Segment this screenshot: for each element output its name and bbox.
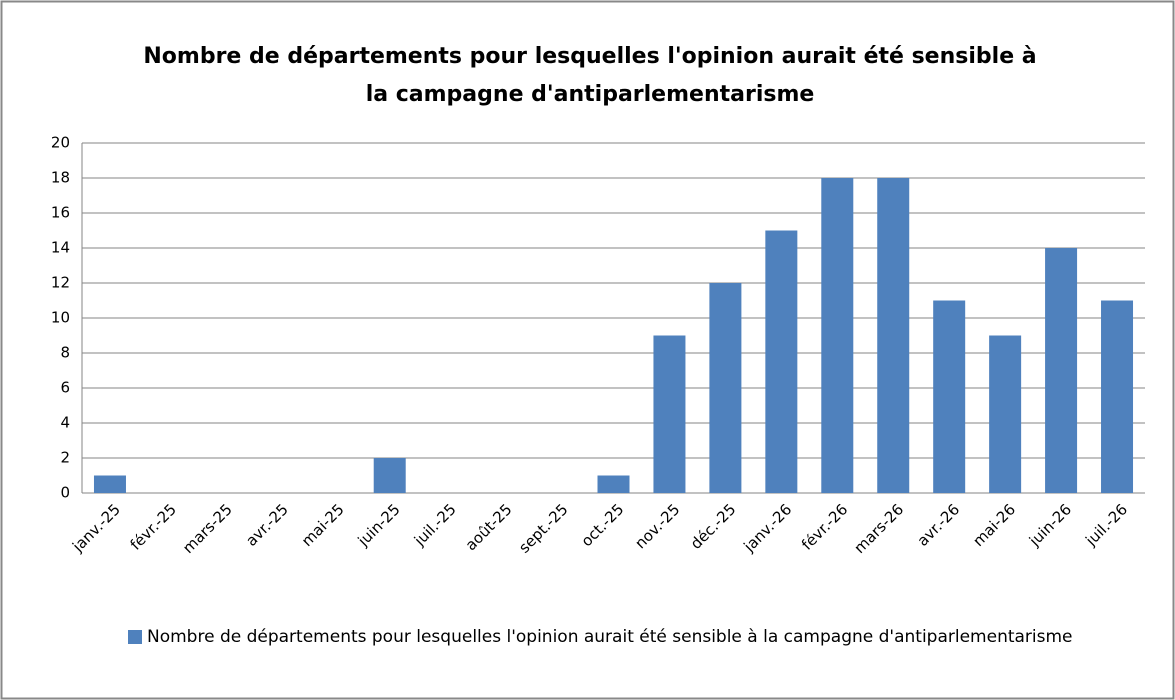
bar (597, 475, 630, 493)
x-tick-label: juin-25 (354, 500, 404, 550)
x-tick-label: juil.-26 (1081, 500, 1131, 550)
x-tick-label: sept.-25 (515, 500, 571, 556)
x-tick-label: nov.-25 (631, 500, 683, 552)
x-tick-label: avr.-26 (914, 500, 964, 550)
x-tick-label: mai-26 (969, 500, 1019, 550)
x-tick-label: mars-26 (850, 500, 907, 557)
bar (765, 230, 798, 493)
y-tick-label: 4 (60, 414, 70, 432)
bar (877, 178, 910, 493)
y-tick-label: 20 (51, 134, 70, 152)
y-tick-label: 10 (51, 309, 70, 327)
y-tick-label: 16 (51, 204, 70, 222)
y-tick-label: 6 (60, 379, 70, 397)
bar (373, 458, 406, 493)
bar (989, 335, 1022, 493)
legend-swatch (128, 630, 142, 644)
bar (933, 300, 966, 493)
x-tick-label: déc.-25 (687, 500, 740, 553)
y-tick-label: 12 (51, 274, 70, 292)
y-tick-label: 18 (51, 169, 70, 187)
y-tick-label: 8 (60, 344, 70, 362)
x-tick-label: oct.-25 (578, 500, 628, 550)
bar (1045, 248, 1078, 493)
legend: Nombre de départements pour lesquelles l… (128, 622, 1108, 652)
x-tick-label: janv.-25 (68, 500, 124, 556)
x-tick-label: juil.-25 (410, 500, 460, 550)
x-tick-label: févr.-25 (127, 500, 180, 553)
y-tick-label: 0 (60, 484, 70, 502)
bar (93, 475, 126, 493)
legend-label: Nombre de départements pour lesquelles l… (147, 627, 1073, 647)
x-tick-label: juin-26 (1025, 500, 1075, 550)
x-tick-label: mars-25 (179, 500, 236, 557)
bar (821, 178, 854, 493)
x-tick-label: avr.-25 (242, 500, 292, 550)
y-tick-label: 2 (60, 449, 70, 467)
chart-title: Nombre de départements pour lesquelles l… (143, 44, 1037, 107)
x-tick-label: août-25 (462, 500, 516, 554)
x-tick-label: janv.-26 (740, 500, 796, 556)
bar (653, 335, 686, 493)
x-tick-label: févr.-26 (798, 500, 851, 553)
bar (709, 283, 742, 493)
y-tick-label: 14 (51, 239, 70, 257)
x-tick-label: mai-25 (298, 500, 348, 550)
bar (1101, 300, 1134, 493)
